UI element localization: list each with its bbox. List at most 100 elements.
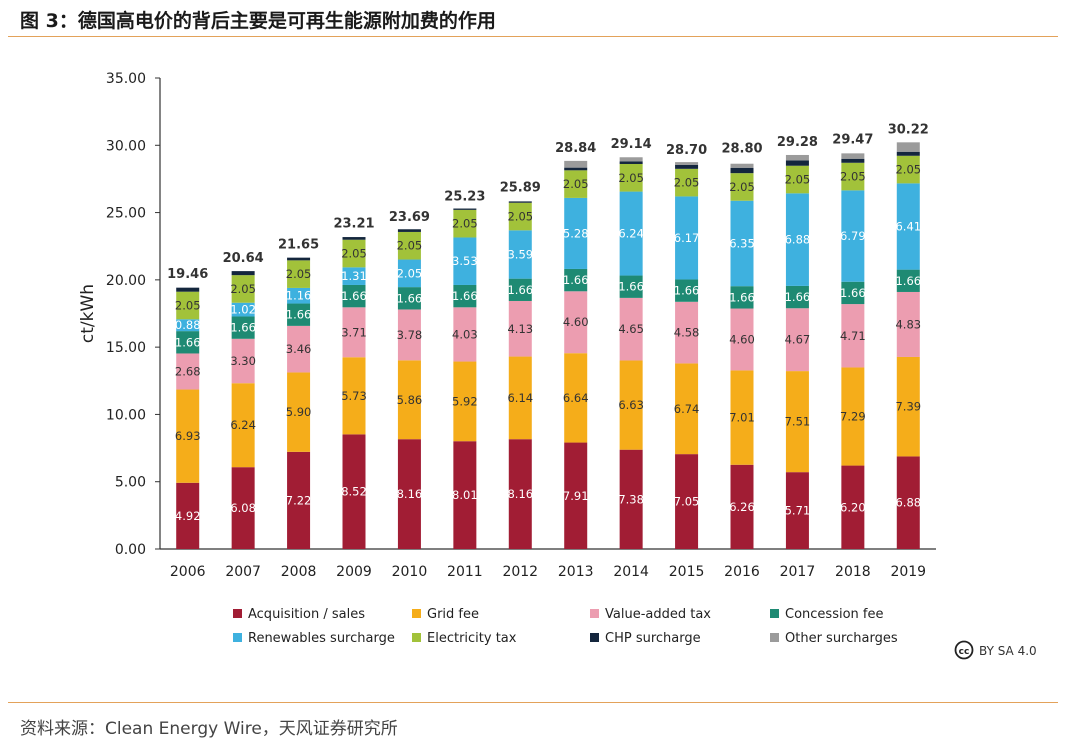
data-label: 7.22 <box>286 493 312 507</box>
bar-stack-2018: 6.20 7.29 4.71 1.66 6.79 2.05 29.47 <box>832 132 873 549</box>
bar-segment <box>564 268 588 292</box>
creative-commons-icon-glyph: cc <box>959 647 970 657</box>
bar-segment <box>564 291 588 354</box>
x-tick-label: 2019 <box>890 564 926 580</box>
bar-segment <box>619 275 643 298</box>
data-label: 3.71 <box>341 325 367 339</box>
bar-stack-2016: 6.26 7.01 4.60 1.66 6.35 2.05 28.80 <box>721 141 763 549</box>
bar-segment <box>730 200 754 287</box>
data-label: 1.16 <box>286 289 312 303</box>
data-label: 8.16 <box>397 487 423 501</box>
bar-segment <box>508 439 532 549</box>
bar-segment <box>453 284 477 308</box>
bar-segment <box>508 202 532 231</box>
bar-segment <box>675 196 699 280</box>
data-label: 7.01 <box>729 411 755 425</box>
bar-segment <box>785 308 809 372</box>
data-label: 8.01 <box>452 488 478 502</box>
data-label: 5.86 <box>397 393 423 407</box>
data-label: 7.39 <box>895 400 921 414</box>
data-label: 3.46 <box>286 342 312 356</box>
data-label: 7.91 <box>563 489 589 503</box>
figure-title: 图 3：德国高电价的背后主要是可再生能源附加费的作用 <box>20 10 496 32</box>
x-tick-label: 2006 <box>170 564 206 580</box>
total-label: 20.64 <box>223 251 264 266</box>
x-tick-label: 2014 <box>613 564 649 580</box>
bar-segment <box>453 361 477 442</box>
bar-segment <box>342 434 366 549</box>
bar-segment <box>397 229 421 232</box>
bar-stack-2010: 8.16 5.86 3.78 1.66 2.05 2.05 23.69 <box>389 210 430 549</box>
bar-stack-2017: 5.71 7.51 4.67 1.66 6.88 2.05 29.28 <box>777 135 818 549</box>
bar-segment <box>785 165 809 194</box>
data-label: 4.60 <box>563 315 589 329</box>
bar-segment <box>287 451 311 549</box>
bar-stack-2011: 8.01 5.92 4.03 1.66 3.53 2.05 25.23 <box>444 189 485 549</box>
data-label: 6.63 <box>618 398 644 412</box>
x-tick-label: 2009 <box>336 564 372 580</box>
legend-item: Acquisition / sales <box>233 607 365 622</box>
bar-segment <box>896 269 920 292</box>
data-label: 2.05 <box>785 173 811 187</box>
data-label: 5.92 <box>452 394 478 408</box>
bar-segment <box>730 163 754 168</box>
bar-segment <box>231 302 255 317</box>
legend-label: Renewables surcharge <box>248 631 395 646</box>
data-label: 1.02 <box>230 303 256 317</box>
bar-segment <box>619 360 643 450</box>
data-label: 4.71 <box>840 329 866 343</box>
bar-segment <box>675 301 699 364</box>
data-label: 1.66 <box>341 289 367 303</box>
bar-segment <box>564 197 588 269</box>
data-label: 6.35 <box>729 236 755 250</box>
creative-commons-icon <box>954 640 974 660</box>
data-label: 6.17 <box>674 231 700 245</box>
bar-segment <box>453 237 477 285</box>
bar-segment <box>896 142 920 152</box>
data-label: 5.71 <box>785 504 811 518</box>
bar-segment <box>675 168 699 197</box>
bar-segment <box>287 287 311 304</box>
data-label: 1.66 <box>563 273 589 287</box>
y-tick-label: 15.00 <box>106 340 146 356</box>
bar-segment <box>841 304 865 368</box>
license-badge: cc BY SA 4.0 <box>954 640 1037 660</box>
bar-segment <box>508 300 532 357</box>
bar-segment <box>841 162 865 191</box>
bar-segment <box>231 467 255 549</box>
data-label: 6.20 <box>840 500 866 514</box>
y-tick-label: 30.00 <box>106 138 146 154</box>
bar-segment <box>564 353 588 443</box>
bar-segment <box>675 162 699 165</box>
bar-segment <box>730 167 754 174</box>
bar-segment <box>785 193 809 286</box>
legend-swatch <box>590 633 599 642</box>
bar-segment <box>453 208 477 210</box>
y-axis-title: ct/kWh <box>78 284 98 343</box>
bar-segment <box>785 472 809 549</box>
bar-stack-2014: 7.38 6.63 4.65 1.66 6.24 2.05 29.14 <box>611 137 652 549</box>
x-tick-label: 2011 <box>447 564 483 580</box>
total-label: 25.89 <box>500 181 541 196</box>
bar-segment <box>564 170 588 198</box>
bar-segment <box>176 389 200 483</box>
y-tick-label: 0.00 <box>115 542 146 558</box>
x-tick-label: 2017 <box>780 564 816 580</box>
data-label: 4.65 <box>618 322 644 336</box>
bar-stack-2006: 4.92 6.93 2.68 1.66 0.88 2.05 19.46 <box>167 267 208 549</box>
bar-stack-2007: 6.08 6.24 3.30 1.66 1.02 2.05 20.64 <box>223 251 264 549</box>
bar-segment <box>231 271 255 276</box>
total-label: 29.47 <box>832 132 873 147</box>
legend-label: Acquisition / sales <box>248 607 365 622</box>
legend-item: Other surcharges <box>770 631 898 646</box>
data-label: 5.73 <box>341 389 367 403</box>
data-label: 1.66 <box>785 290 811 304</box>
data-label: 5.90 <box>286 405 312 419</box>
bar-segment <box>176 291 200 320</box>
bar-stack-2015: 7.05 6.74 4.58 1.66 6.17 2.05 28.70 <box>666 143 707 549</box>
bar-segment <box>564 442 588 549</box>
bar-segment <box>231 338 255 384</box>
top-divider <box>8 36 1058 37</box>
bar-segment <box>176 353 200 390</box>
bar-segment <box>896 291 920 357</box>
